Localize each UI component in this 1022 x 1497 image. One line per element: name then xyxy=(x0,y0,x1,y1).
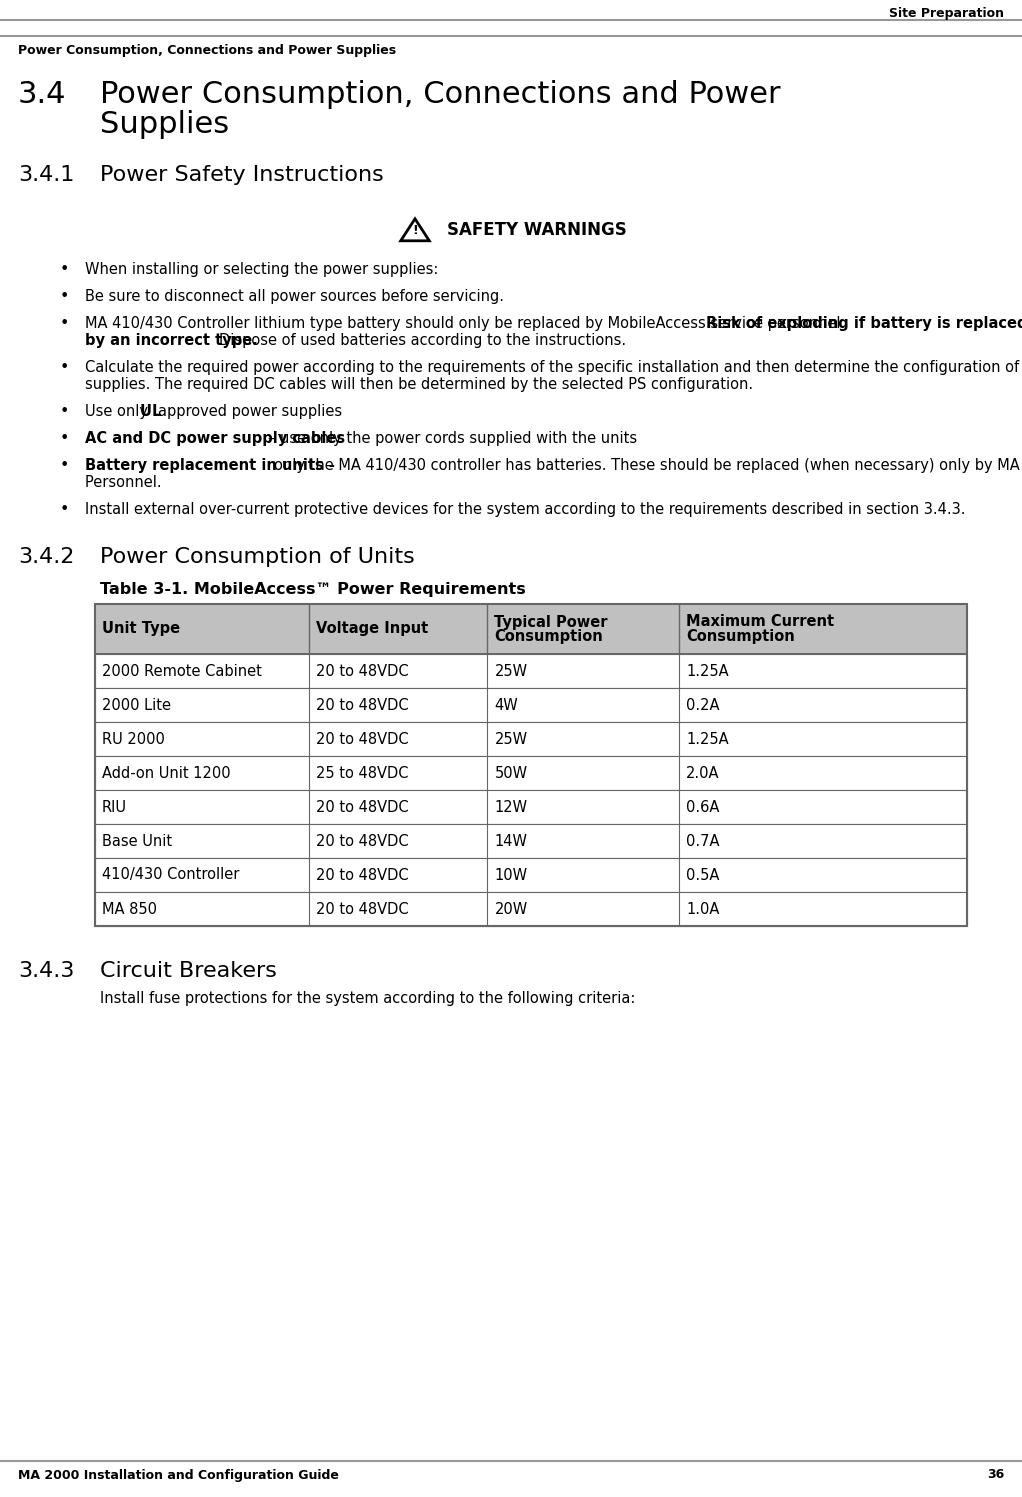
Text: Be sure to disconnect all power sources before servicing.: Be sure to disconnect all power sources … xyxy=(85,289,509,304)
Text: When installing or selecting the power supplies:: When installing or selecting the power s… xyxy=(85,262,443,277)
Text: 3.4.1: 3.4.1 xyxy=(18,165,75,186)
Text: Consumption: Consumption xyxy=(686,629,795,644)
Text: UL: UL xyxy=(140,404,167,419)
Text: 4W: 4W xyxy=(495,698,518,713)
Text: 25 to 48VDC: 25 to 48VDC xyxy=(316,765,408,780)
Text: 20 to 48VDC: 20 to 48VDC xyxy=(316,732,408,747)
Text: 20W: 20W xyxy=(495,901,527,916)
Text: 1.25A: 1.25A xyxy=(686,732,729,747)
Text: 20 to 48VDC: 20 to 48VDC xyxy=(316,698,408,713)
FancyBboxPatch shape xyxy=(95,654,967,689)
Text: supplies. The required DC cables will then be determined by the selected PS conf: supplies. The required DC cables will th… xyxy=(85,377,757,392)
Text: 3.4: 3.4 xyxy=(18,79,66,109)
Text: 0.7A: 0.7A xyxy=(686,834,719,849)
Text: Power Consumption, Connections and Power: Power Consumption, Connections and Power xyxy=(100,79,781,109)
FancyBboxPatch shape xyxy=(95,892,967,927)
Text: Use only: Use only xyxy=(85,404,152,419)
Text: – use only the power cords supplied with the units: – use only the power cords supplied with… xyxy=(268,431,642,446)
Text: 1.0A: 1.0A xyxy=(686,901,719,916)
Text: Dispose of used batteries according to the instructions.: Dispose of used batteries according to t… xyxy=(219,332,631,347)
Text: MA 850: MA 850 xyxy=(102,901,157,916)
Text: 0.6A: 0.6A xyxy=(686,799,719,814)
Text: 25W: 25W xyxy=(495,663,527,678)
FancyBboxPatch shape xyxy=(95,689,967,722)
FancyBboxPatch shape xyxy=(95,858,967,892)
Text: Power Safety Instructions: Power Safety Instructions xyxy=(100,165,383,186)
Text: only the MA 410/430 controller has batteries. These should be replaced (when nec: only the MA 410/430 controller has batte… xyxy=(274,458,1022,473)
Text: Supplies: Supplies xyxy=(100,109,229,139)
Text: Unit Type: Unit Type xyxy=(102,621,180,636)
Text: Voltage Input: Voltage Input xyxy=(316,621,428,636)
Text: Circuit Breakers: Circuit Breakers xyxy=(100,961,277,981)
Text: •: • xyxy=(60,501,69,516)
Text: Maximum Current: Maximum Current xyxy=(686,614,834,630)
Text: Risk of exploding if battery is replaced: Risk of exploding if battery is replaced xyxy=(706,316,1022,331)
Text: 20 to 48VDC: 20 to 48VDC xyxy=(316,663,408,678)
Text: Calculate the required power according to the requirements of the specific insta: Calculate the required power according t… xyxy=(85,359,1022,376)
Text: 2000 Lite: 2000 Lite xyxy=(102,698,171,713)
Text: •: • xyxy=(60,404,69,419)
FancyBboxPatch shape xyxy=(95,722,967,756)
Text: 3.4.2: 3.4.2 xyxy=(18,546,75,567)
Text: 14W: 14W xyxy=(495,834,527,849)
Text: •: • xyxy=(60,431,69,446)
Text: Install external over-current protective devices for the system according to the: Install external over-current protective… xyxy=(85,501,970,516)
Text: Typical Power: Typical Power xyxy=(495,614,608,630)
FancyBboxPatch shape xyxy=(95,756,967,790)
Text: 3.4.3: 3.4.3 xyxy=(18,961,75,981)
Text: SAFETY WARNINGS: SAFETY WARNINGS xyxy=(447,222,626,240)
Text: Add-on Unit 1200: Add-on Unit 1200 xyxy=(102,765,231,780)
Text: 20 to 48VDC: 20 to 48VDC xyxy=(316,799,408,814)
Text: 36: 36 xyxy=(987,1469,1004,1482)
Text: •: • xyxy=(60,359,69,376)
Text: by an incorrect type.: by an incorrect type. xyxy=(85,332,263,347)
Text: 25W: 25W xyxy=(495,732,527,747)
Text: 410/430 Controller: 410/430 Controller xyxy=(102,867,239,883)
Text: Power Consumption of Units: Power Consumption of Units xyxy=(100,546,415,567)
Text: Battery replacement in units -: Battery replacement in units - xyxy=(85,458,340,473)
Text: 12W: 12W xyxy=(495,799,527,814)
Text: Personnel.: Personnel. xyxy=(85,475,167,490)
Text: 2.0A: 2.0A xyxy=(686,765,719,780)
FancyBboxPatch shape xyxy=(95,823,967,858)
Text: 0.2A: 0.2A xyxy=(686,698,719,713)
Text: 20 to 48VDC: 20 to 48VDC xyxy=(316,901,408,916)
Text: •: • xyxy=(60,458,69,473)
Text: RU 2000: RU 2000 xyxy=(102,732,165,747)
Text: 20 to 48VDC: 20 to 48VDC xyxy=(316,834,408,849)
Text: AC and DC power supply cables: AC and DC power supply cables xyxy=(85,431,351,446)
FancyBboxPatch shape xyxy=(95,603,967,654)
Text: Table 3-1. MobileAccess™ Power Requirements: Table 3-1. MobileAccess™ Power Requireme… xyxy=(100,582,525,597)
Text: 10W: 10W xyxy=(495,867,527,883)
Text: !: ! xyxy=(412,225,418,238)
Text: 0.5A: 0.5A xyxy=(686,867,719,883)
Text: Base Unit: Base Unit xyxy=(102,834,172,849)
Text: MA 410/430 Controller lithium type battery should only be replaced by MobileAcce: MA 410/430 Controller lithium type batte… xyxy=(85,316,850,331)
Text: RIU: RIU xyxy=(102,799,127,814)
Text: 2000 Remote Cabinet: 2000 Remote Cabinet xyxy=(102,663,262,678)
Text: 20 to 48VDC: 20 to 48VDC xyxy=(316,867,408,883)
Text: 1.25A: 1.25A xyxy=(686,663,729,678)
Text: •: • xyxy=(60,316,69,331)
Text: •: • xyxy=(60,289,69,304)
Text: MA 2000 Installation and Configuration Guide: MA 2000 Installation and Configuration G… xyxy=(18,1469,339,1482)
FancyBboxPatch shape xyxy=(95,790,967,823)
Text: Site Preparation: Site Preparation xyxy=(889,7,1004,21)
Text: Install fuse protections for the system according to the following criteria:: Install fuse protections for the system … xyxy=(100,991,636,1006)
Text: Consumption: Consumption xyxy=(495,629,603,644)
Text: 50W: 50W xyxy=(495,765,527,780)
Text: approved power supplies: approved power supplies xyxy=(158,404,346,419)
Text: Power Consumption, Connections and Power Supplies: Power Consumption, Connections and Power… xyxy=(18,43,397,57)
Text: •: • xyxy=(60,262,69,277)
